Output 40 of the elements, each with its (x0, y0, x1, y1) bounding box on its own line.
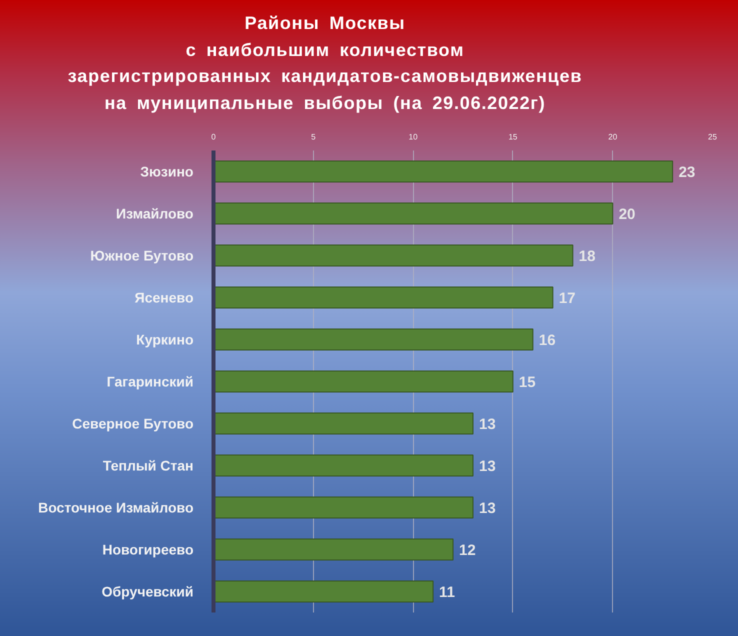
y-tick-label: Гагаринский (106, 374, 194, 390)
data-label: 15 (518, 374, 536, 391)
x-tick-label: 0 (211, 132, 216, 142)
data-label: 11 (439, 584, 455, 601)
data-label: 12 (459, 542, 476, 559)
data-label: 17 (558, 290, 576, 307)
data-label: 18 (578, 248, 596, 265)
data-label: 16 (538, 332, 556, 349)
bar (214, 454, 474, 476)
x-tick-label: 10 (408, 132, 418, 142)
bar (214, 538, 454, 560)
bar (214, 370, 514, 392)
y-tick-label: Измайлово (116, 206, 194, 222)
data-label: 13 (478, 458, 496, 475)
bar (214, 286, 554, 308)
x-tick-label: 5 (311, 132, 316, 142)
bar (214, 412, 474, 434)
bar (214, 580, 434, 602)
bar (214, 496, 474, 518)
y-tick-label: Южное Бутово (90, 248, 194, 264)
y-tick-label: Ясенево (134, 290, 194, 306)
data-label: 13 (478, 500, 496, 517)
y-tick-label: Зюзино (140, 164, 194, 180)
x-tick-label: 15 (508, 132, 518, 142)
data-label: 20 (618, 206, 636, 223)
y-tick-label: Куркино (136, 332, 194, 348)
data-label: 13 (478, 416, 496, 433)
bar (214, 160, 674, 182)
x-tick-label: 25 (708, 132, 718, 142)
bar (214, 328, 534, 350)
y-tick-label: Теплый Стан (102, 458, 194, 474)
y-tick-label: Восточное Измайлово (38, 500, 194, 516)
bar (214, 202, 614, 224)
y-tick-label: Новогиреево (102, 542, 194, 558)
x-tick-label: 20 (608, 132, 618, 142)
data-label: 23 (678, 164, 696, 181)
bar (214, 244, 574, 266)
y-tick-label: Обручевский (102, 584, 194, 600)
chart-title: Районы Москвы с наибольшим количеством зарегистрированных кандидатов-самовыдвиженцев на муниципальные выборы (на 29.06.2022г) (68, 12, 582, 116)
y-tick-label: Северное Бутово (72, 416, 194, 432)
